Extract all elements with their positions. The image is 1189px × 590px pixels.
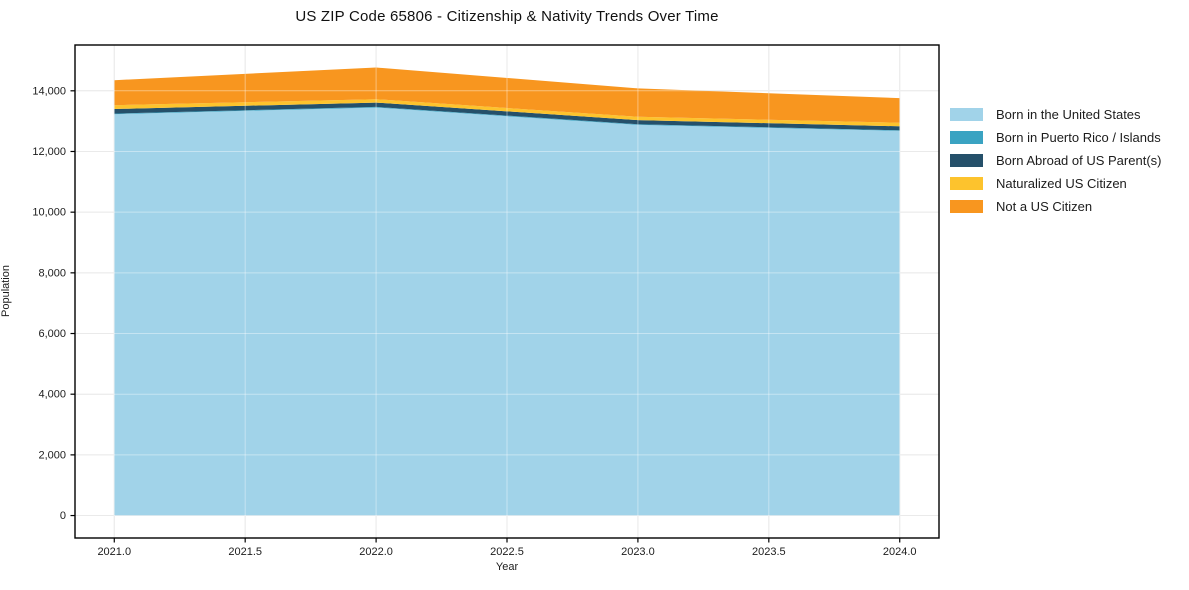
area-series [114,99,900,127]
legend-entry: Naturalized US Citizen [950,172,1161,195]
legend-entry: Born in the United States [950,103,1161,126]
x-tick-label: 2021.0 [97,546,131,558]
legend-label: Born Abroad of US Parent(s) [996,153,1162,168]
x-tick-label: 2021.5 [228,546,262,558]
legend-label: Naturalized US Citizen [996,176,1127,191]
legend-label: Born in the United States [996,107,1141,122]
legend-label: Not a US Citizen [996,199,1093,214]
x-axis-label: Year [495,561,519,573]
x-tick-label: 2022.5 [490,546,524,558]
area-series [114,107,900,516]
legend-entry: Not a US Citizen [950,195,1161,218]
legend-swatch [950,108,983,121]
area-series [114,67,900,123]
legend-swatch [950,154,983,167]
y-tick-label: 10,000 [32,207,66,219]
y-tick-label: 14,000 [32,85,66,97]
legend-entry: Born Abroad of US Parent(s) [950,149,1161,172]
area-series [114,102,900,131]
legend-swatch [950,177,983,190]
y-tick-label: 12,000 [32,146,66,158]
y-tick-label: 4,000 [38,389,66,401]
legend-swatch [950,200,983,213]
x-tick-label: 2024.0 [883,546,917,558]
legend: Born in the United States Born in Puerto … [950,103,1161,218]
legend-entry: Born in Puerto Rico / Islands [950,126,1161,149]
y-tick-label: 6,000 [38,328,66,340]
legend-label: Born in Puerto Rico / Islands [996,130,1161,145]
y-tick-label: 2,000 [38,449,66,461]
y-tick-label: 0 [60,510,66,522]
chart-title: US ZIP Code 65806 - Citizenship & Nativi… [295,8,719,25]
x-tick-label: 2023.0 [621,546,655,558]
y-tick-label: 8,000 [38,267,66,279]
legend-swatch [950,131,983,144]
x-tick-label: 2022.0 [359,546,393,558]
x-tick-label: 2023.5 [752,546,786,558]
